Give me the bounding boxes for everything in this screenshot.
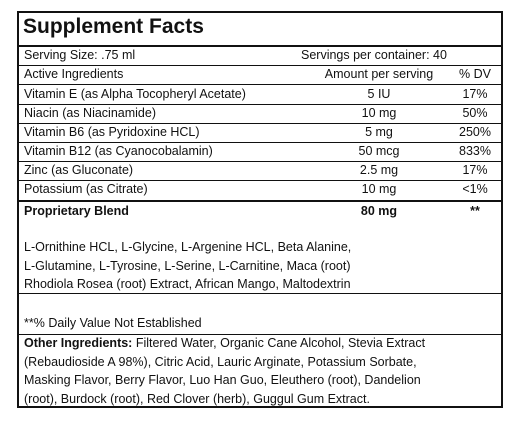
divider [19,293,501,294]
serving-size: Serving Size: .75 ml [24,48,136,62]
ingredient-amount: 5 IU [367,87,391,101]
ingredient-name: Vitamin B12 (as Cyanocobalamin) [24,144,213,158]
ingredient-name: Vitamin B6 (as Pyridoxine HCL) [24,125,200,139]
other-line: Masking Flavor, Berry Flavor, Luo Han Gu… [24,373,421,387]
footnote: **% Daily Value Not Established [24,316,202,330]
divider [19,65,501,66]
other-ingredients-label: Other Ingredients: [24,336,133,350]
ingredient-amount: 50 mcg [358,144,400,158]
ingredient-dv: 50% [462,106,488,120]
ingredient-name: Vitamin E (as Alpha Tocopheryl Acetate) [24,87,246,101]
panel-title: Supplement Facts [23,15,204,38]
ingredient-dv: 833% [459,144,491,158]
ingredient-dv: <1% [462,182,488,196]
divider [19,200,501,202]
blend-line: L-Glutamine, L-Tyrosine, L-Serine, L-Car… [24,258,351,273]
header-amount: Amount per serving [324,67,434,81]
divider [19,104,501,105]
ingredient-amount: 5 mg [365,125,393,139]
ingredient-row: Vitamin B6 (as Pyridoxine HCL) 5 mg 250% [19,124,501,141]
other-line: (Rebaudioside A 98%), Citric Acid, Lauri… [24,354,417,369]
divider [19,142,501,143]
header-ingredient: Active Ingredients [24,67,124,81]
footnote-row: **% Daily Value Not Established [19,315,501,332]
ingredient-amount: 2.5 mg [359,163,399,177]
servings-per-container: Servings per container: 40 [301,48,447,62]
supplement-facts-panel: Supplement Facts Serving Size: .75 ml Se… [17,11,503,408]
blend-amount: 80 mg [360,204,398,218]
ingredient-row: Vitamin B12 (as Cyanocobalamin) 50 mcg 8… [19,143,501,160]
divider [19,161,501,162]
header-dv: % DV [459,67,491,81]
ingredient-dv: 17% [462,163,488,177]
blend-dv: ** [470,204,480,218]
divider [19,123,501,124]
ingredient-row: Niacin (as Niacinamide) 10 mg 50% [19,105,501,122]
serving-row: Serving Size: .75 ml Servings per contai… [19,47,501,64]
ingredient-name: Zinc (as Gluconate) [24,163,134,177]
header-row: Active Ingredients Amount per serving % … [19,66,501,83]
ingredient-dv: 250% [459,125,491,139]
blend-ingredients: L-Ornithine HCL, L-Glycine, L-Argenine H… [24,238,495,294]
divider [19,180,501,181]
ingredient-amount: 10 mg [361,182,397,196]
blend-line: L-Ornithine HCL, L-Glycine, L-Argenine H… [24,240,352,254]
ingredient-row: Vitamin E (as Alpha Tocopheryl Acetate) … [19,86,501,103]
blend-line: Rhodiola Rosea (root) Extract, African M… [24,277,351,291]
ingredient-row: Potassium (as Citrate) 10 mg <1% [19,181,501,198]
title-divider [19,45,501,47]
other-line: (root), Burdock (root), Red Clover (herb… [24,391,370,406]
ingredient-name: Niacin (as Niacinamide) [24,106,156,120]
ingredient-row: Zinc (as Gluconate) 2.5 mg 17% [19,162,501,179]
divider [19,84,501,85]
blend-row: Proprietary Blend 80 mg ** [19,203,501,220]
blend-name: Proprietary Blend [24,204,129,218]
other-line: Filtered Water, Organic Cane Alcohol, St… [132,336,426,350]
ingredient-name: Potassium (as Citrate) [24,182,148,196]
ingredient-amount: 10 mg [361,106,397,120]
divider [19,334,501,335]
other-ingredients: Other Ingredients: Filtered Water, Organ… [24,334,495,408]
ingredient-dv: 17% [462,87,488,101]
